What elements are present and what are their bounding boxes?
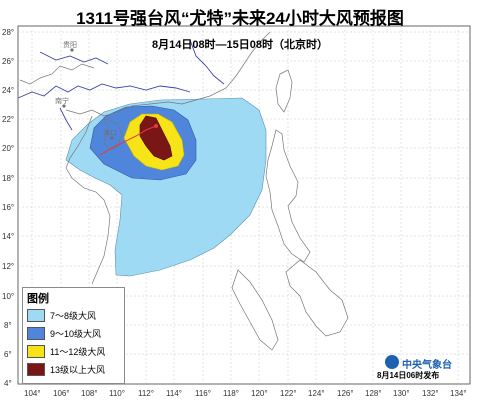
legend-item: 9～10级大风 (27, 324, 124, 342)
map-title: 1311号强台风“尤特”未来24小时大风预报图 (76, 9, 404, 28)
cma-logo: 中央气象台 (385, 355, 480, 371)
legend-item: 11～12级大风 (27, 342, 124, 360)
lat-label: 28° (2, 28, 14, 37)
lat-label: 26° (2, 57, 14, 66)
coastlines (19, 31, 349, 351)
typhoon-track (99, 124, 158, 156)
cma-logo-icon (385, 355, 399, 369)
lat-label: 22° (2, 115, 14, 124)
lon-label: 124° (308, 389, 325, 398)
svg-text:贵阳: 贵阳 (63, 40, 77, 49)
lon-label: 130° (393, 389, 410, 398)
svg-text:海口: 海口 (103, 128, 117, 137)
issue-time: 8月14日06时发布 (377, 371, 440, 380)
lon-label: 110° (109, 389, 125, 398)
legend-title: 图例 (27, 293, 49, 305)
political-borders (17, 39, 225, 131)
lon-label: 122° (280, 389, 297, 398)
lon-label: 118° (223, 389, 239, 398)
lat-label: 12° (2, 262, 14, 271)
legend-swatch (27, 308, 45, 322)
lon-label: 114° (166, 389, 182, 398)
map-subtitle: 8月14日08时—15日08时（北京时） (151, 39, 329, 51)
city-haikou: 海口 (103, 128, 117, 140)
legend-item: 13级以上大风 (27, 360, 124, 378)
lon-label: 126° (337, 389, 354, 398)
lon-label: 134° (450, 389, 467, 398)
legend-label: 13级以上大风 (50, 364, 106, 375)
lat-label: 16° (2, 203, 14, 212)
lat-label: 24° (2, 86, 14, 95)
lon-label: 120° (251, 389, 268, 398)
lat-label: 14° (2, 232, 14, 241)
legend: 图例 7～8级大风 9～10级大风 11～12级大风 13级以上大风 (22, 287, 125, 384)
city-nanning: 南宁 (55, 96, 69, 108)
lon-label: 108° (81, 389, 98, 398)
legend-swatch (27, 362, 45, 376)
lat-label: 18° (2, 174, 14, 183)
city-guiyang: 贵阳 (63, 40, 77, 52)
lon-label: 128° (365, 389, 382, 398)
legend-item: 7～8级大风 (27, 306, 124, 324)
legend-swatch (27, 344, 45, 358)
legend-label: 7～8级大风 (50, 310, 97, 321)
lat-label: 8° (4, 321, 12, 330)
lon-label: 112° (138, 389, 154, 398)
lon-label: 132° (422, 389, 439, 398)
legend-label: 9～10级大风 (50, 328, 102, 339)
lat-label: 4° (4, 379, 12, 388)
wind-zone-13-plus (139, 115, 173, 161)
lon-label: 106° (53, 389, 70, 398)
logo-text: 中央气象台 (402, 360, 452, 371)
latitude-labels: 28° 26° 24° 22° 20° 18° 16° 14° 12° 10° … (2, 28, 14, 388)
lat-label: 10° (2, 292, 14, 301)
legend-label: 11～12级大风 (50, 346, 106, 357)
lat-label: 20° (2, 144, 14, 153)
longitude-labels: 104° 106° 108° 110° 112° 114° 116° 118° … (24, 389, 467, 398)
lat-label: 6° (4, 350, 12, 359)
lon-label: 104° (24, 389, 41, 398)
lon-label: 116° (195, 389, 211, 398)
svg-text:南宁: 南宁 (55, 96, 69, 105)
legend-swatch (27, 326, 45, 340)
